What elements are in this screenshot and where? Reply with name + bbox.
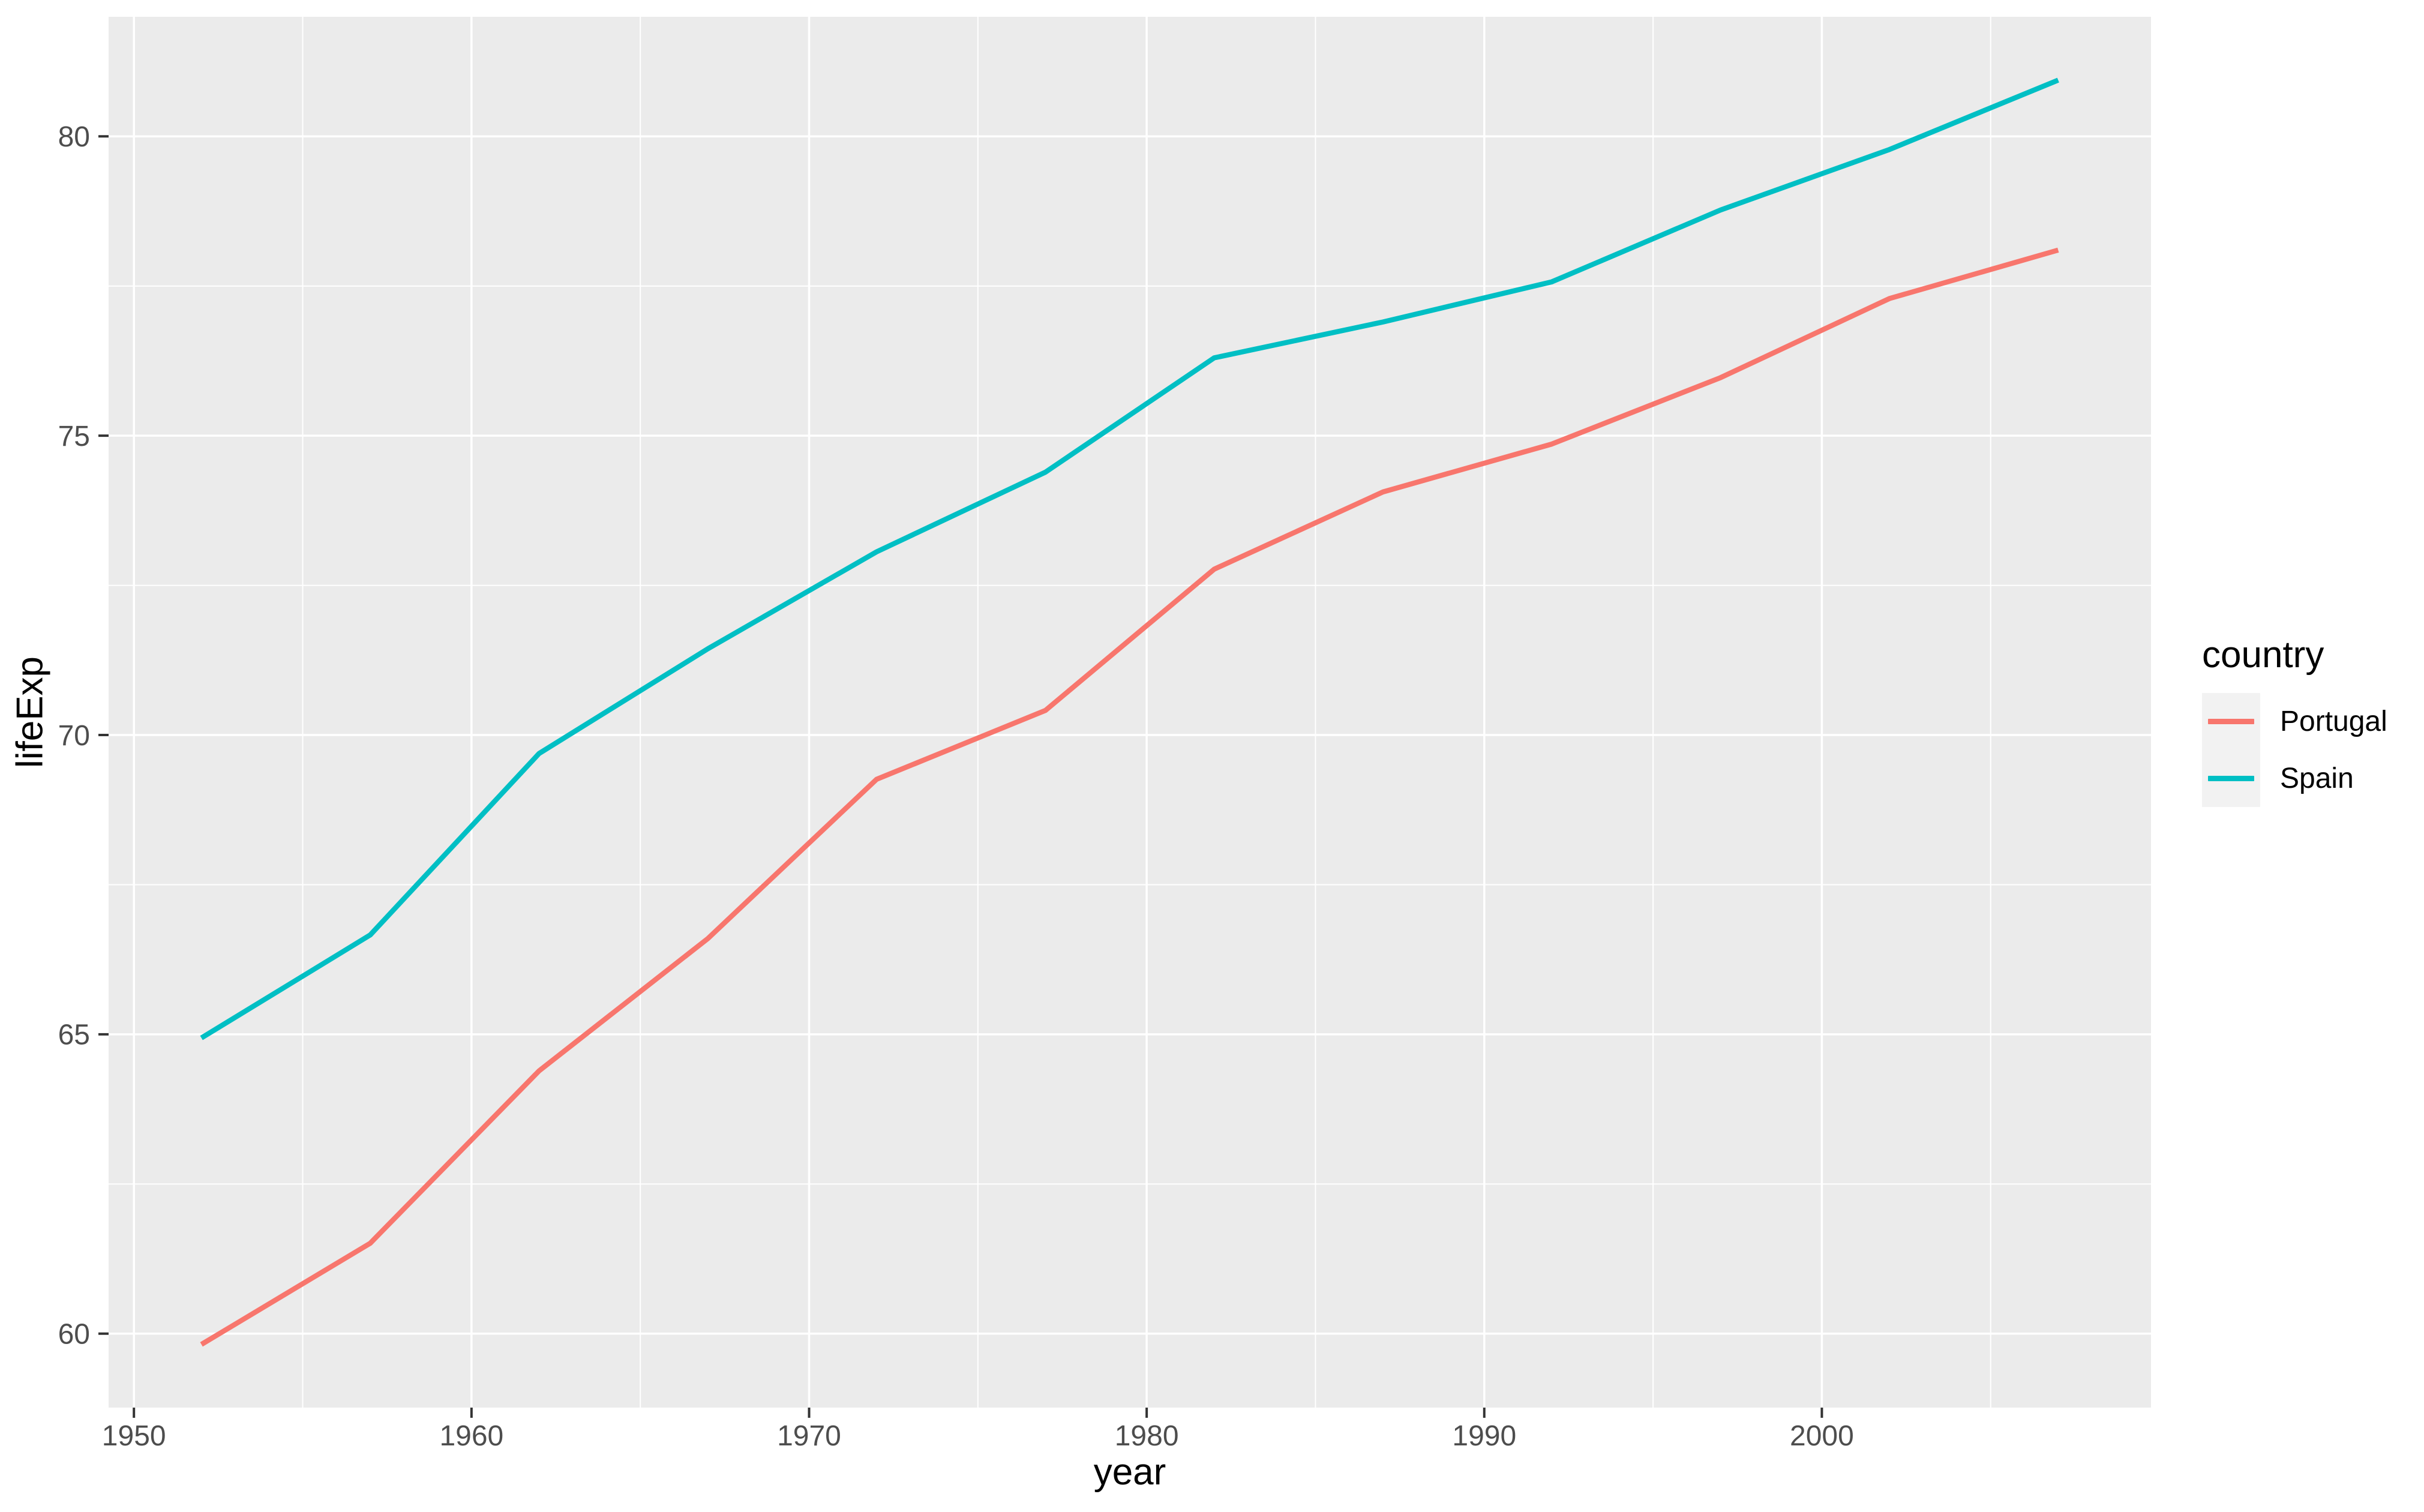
y-tick-label: 65: [58, 1019, 90, 1051]
series-line-spain: [200, 77, 2059, 1040]
y-tick-label: 70: [58, 720, 90, 752]
x-tick-label: 1970: [777, 1420, 841, 1452]
legend-line-sample-portugal: [2208, 719, 2254, 724]
legend-title: country: [2202, 634, 2324, 676]
panel-background: [109, 17, 2151, 1408]
legend: country Portugal Spain: [2202, 634, 2387, 807]
legend-line-sample-spain: [2208, 776, 2254, 781]
x-tick-label: 2000: [1790, 1420, 1854, 1452]
x-tick-label: 1960: [439, 1420, 503, 1452]
series-line-portugal: [200, 247, 2059, 1347]
legend-entry-portugal: Portugal: [2202, 693, 2387, 750]
x-tick-label: 1990: [1452, 1420, 1516, 1452]
x-tick-label: 1980: [1115, 1420, 1179, 1452]
y-tick-label: 80: [58, 121, 90, 153]
y-tick-label: 75: [58, 421, 90, 452]
y-tick-label: 60: [58, 1319, 90, 1351]
legend-key-spain: [2202, 750, 2260, 807]
legend-key-portugal: [2202, 693, 2260, 750]
x-axis-title: year: [1093, 1451, 1166, 1493]
x-tick-label: 1950: [102, 1420, 166, 1452]
legend-label-portugal: Portugal: [2280, 706, 2387, 737]
legend-label-spain: Spain: [2280, 763, 2354, 794]
y-axis-title: lifeExp: [9, 656, 51, 769]
legend-entry-spain: Spain: [2202, 750, 2387, 807]
